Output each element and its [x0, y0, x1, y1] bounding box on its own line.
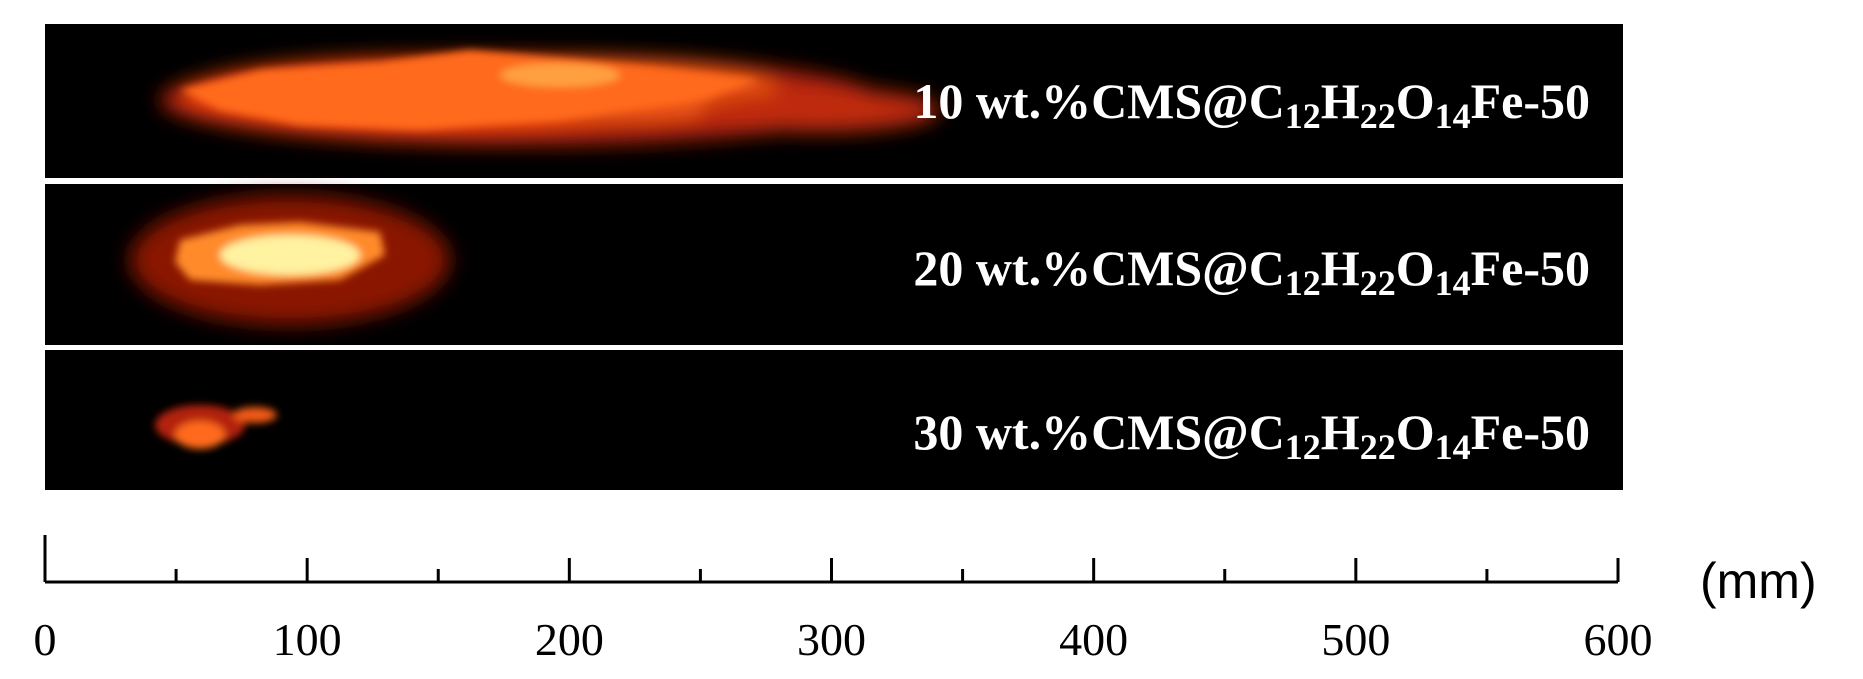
subscript: 22 [1360, 263, 1396, 303]
photo [45, 350, 1623, 490]
tick-label: 200 [535, 614, 604, 665]
tick-label: 400 [1059, 614, 1128, 665]
flame [155, 405, 277, 449]
scale-bar: (mm) 0 100 200 300 400 500 600 [34, 535, 1817, 665]
unit-label: (mm) [1700, 553, 1817, 609]
label-text: H [1321, 404, 1360, 460]
panel-label: 10 wt.%CMS@C12H22O14Fe-50 [913, 73, 1590, 136]
label-text: Fe-50 [1471, 73, 1590, 129]
tick-label: 300 [797, 614, 866, 665]
tick-label: 100 [273, 614, 342, 665]
label-text: O [1396, 240, 1435, 296]
subscript: 12 [1285, 427, 1321, 467]
label-text: 10 wt.%CMS@C [913, 73, 1284, 129]
subscript: 12 [1285, 96, 1321, 136]
label-text: 30 wt.%CMS@C [913, 404, 1284, 460]
label-text: H [1321, 240, 1360, 296]
label-text: Fe-50 [1471, 404, 1590, 460]
subscript: 22 [1360, 427, 1396, 467]
label-text: O [1396, 73, 1435, 129]
subscript: 22 [1360, 96, 1396, 136]
panel-label: 30 wt.%CMS@C12H22O14Fe-50 [913, 404, 1590, 467]
flame-core [180, 50, 760, 130]
label-text: Fe-50 [1471, 240, 1590, 296]
tick-label: 500 [1321, 614, 1390, 665]
panel-3 [45, 350, 1623, 490]
label-text: 20 wt.%CMS@C [913, 240, 1284, 296]
subscript: 14 [1435, 427, 1471, 467]
panel-label: 20 wt.%CMS@C12H22O14Fe-50 [913, 240, 1590, 303]
tick-label: 0 [34, 614, 57, 665]
flame [175, 222, 385, 285]
subscript: 14 [1435, 263, 1471, 303]
subscript: 14 [1435, 96, 1471, 136]
label-text: O [1396, 404, 1435, 460]
subscript: 12 [1285, 263, 1321, 303]
label-text: H [1321, 73, 1360, 129]
panel-2 [45, 184, 1623, 345]
tick-label: 600 [1584, 614, 1653, 665]
panel-1 [45, 24, 1623, 178]
